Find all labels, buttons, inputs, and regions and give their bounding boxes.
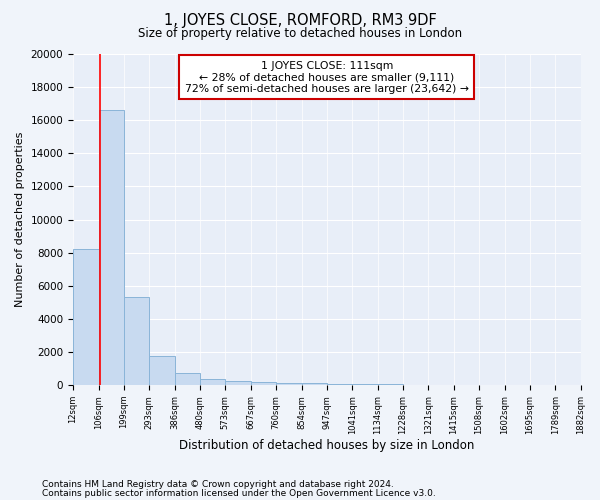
Bar	[327, 384, 352, 385]
Bar	[200, 379, 225, 385]
Bar	[377, 384, 403, 385]
Bar	[352, 384, 377, 385]
Bar	[276, 383, 302, 385]
Bar	[124, 298, 149, 385]
Text: 1 JOYES CLOSE: 111sqm
← 28% of detached houses are smaller (9,111)
72% of semi-d: 1 JOYES CLOSE: 111sqm ← 28% of detached …	[185, 60, 469, 94]
Bar	[251, 382, 276, 385]
Bar	[73, 250, 98, 385]
Text: 1, JOYES CLOSE, ROMFORD, RM3 9DF: 1, JOYES CLOSE, ROMFORD, RM3 9DF	[164, 12, 436, 28]
Bar	[225, 381, 251, 385]
Bar	[149, 356, 175, 385]
Bar	[302, 384, 327, 385]
Bar	[175, 372, 200, 385]
Text: Contains HM Land Registry data © Crown copyright and database right 2024.: Contains HM Land Registry data © Crown c…	[42, 480, 394, 489]
X-axis label: Distribution of detached houses by size in London: Distribution of detached houses by size …	[179, 440, 475, 452]
Text: Size of property relative to detached houses in London: Size of property relative to detached ho…	[138, 28, 462, 40]
Bar	[98, 110, 124, 385]
Y-axis label: Number of detached properties: Number of detached properties	[15, 132, 25, 307]
Text: Contains public sector information licensed under the Open Government Licence v3: Contains public sector information licen…	[42, 489, 436, 498]
